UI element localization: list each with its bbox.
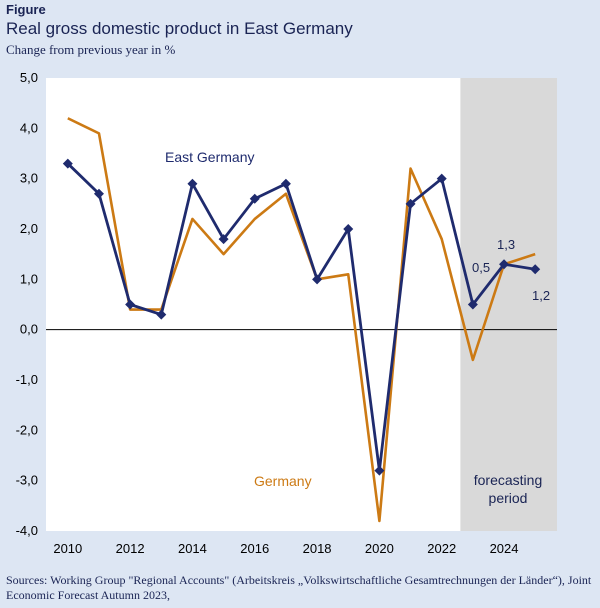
source-note: Sources: Working Group "Regional Account… — [6, 573, 592, 602]
data-point-east-germany — [218, 234, 229, 245]
data-point-east-germany — [156, 309, 167, 320]
series-label-germany: Germany — [254, 473, 312, 489]
y-tick-label: 0,0 — [20, 322, 38, 337]
y-tick-label: 5,0 — [20, 70, 38, 85]
data-point-east-germany — [436, 173, 447, 184]
forecast-label: period — [489, 490, 528, 506]
data-point-east-germany — [405, 198, 416, 209]
data-point-east-germany — [187, 178, 198, 189]
data-label: 1,2 — [532, 288, 550, 303]
data-point-east-germany — [374, 465, 385, 476]
x-tick-label: 2012 — [116, 541, 145, 556]
chart: 5,0 4,0 3,0 2,0 1,0 0,0 -1,0 -2,0 -3,0 -4,0 2010 2… — [16, 70, 557, 556]
forecast-label: forecasting — [474, 472, 542, 488]
y-tick-label: 3,0 — [20, 171, 38, 186]
data-point-east-germany — [312, 274, 323, 285]
y-tick-label: -1,0 — [16, 372, 38, 387]
chart-title: Real gross domestic product in East Germ… — [6, 19, 353, 38]
data-point-east-germany — [343, 224, 354, 234]
x-tick-label: 2024 — [490, 541, 519, 556]
x-tick-label: 2016 — [240, 541, 269, 556]
data-point-east-germany — [125, 299, 136, 310]
x-tick-label: 2018 — [303, 541, 332, 556]
y-tick-label: -4,0 — [16, 523, 38, 538]
data-point-east-germany — [62, 158, 73, 169]
x-tick-label: 2014 — [178, 541, 207, 556]
figure-label: Figure — [6, 2, 46, 17]
data-point-east-germany — [467, 299, 478, 310]
data-point-east-germany — [499, 259, 510, 270]
data-point-east-germany — [530, 264, 541, 275]
data-point-east-germany — [280, 178, 291, 189]
x-tick-label: 2010 — [53, 541, 82, 556]
data-point-east-germany — [249, 193, 260, 204]
y-tick-label: -3,0 — [16, 473, 38, 488]
y-tick-label: 2,0 — [20, 221, 38, 236]
data-label: 0,5 — [472, 260, 490, 275]
series-label-east-germany: East Germany — [165, 149, 254, 165]
data-label: 1,3 — [497, 237, 515, 252]
x-tick-label: 2020 — [365, 541, 394, 556]
x-tick-label: 2022 — [427, 541, 456, 556]
y-tick-label: 4,0 — [20, 120, 38, 135]
y-tick-label: -2,0 — [16, 422, 38, 437]
data-point-east-germany — [93, 188, 104, 199]
y-tick-label: 1,0 — [20, 271, 38, 286]
series-line-east-germany — [66, 162, 536, 473]
chart-subtitle: Change from previous year in % — [6, 42, 176, 57]
